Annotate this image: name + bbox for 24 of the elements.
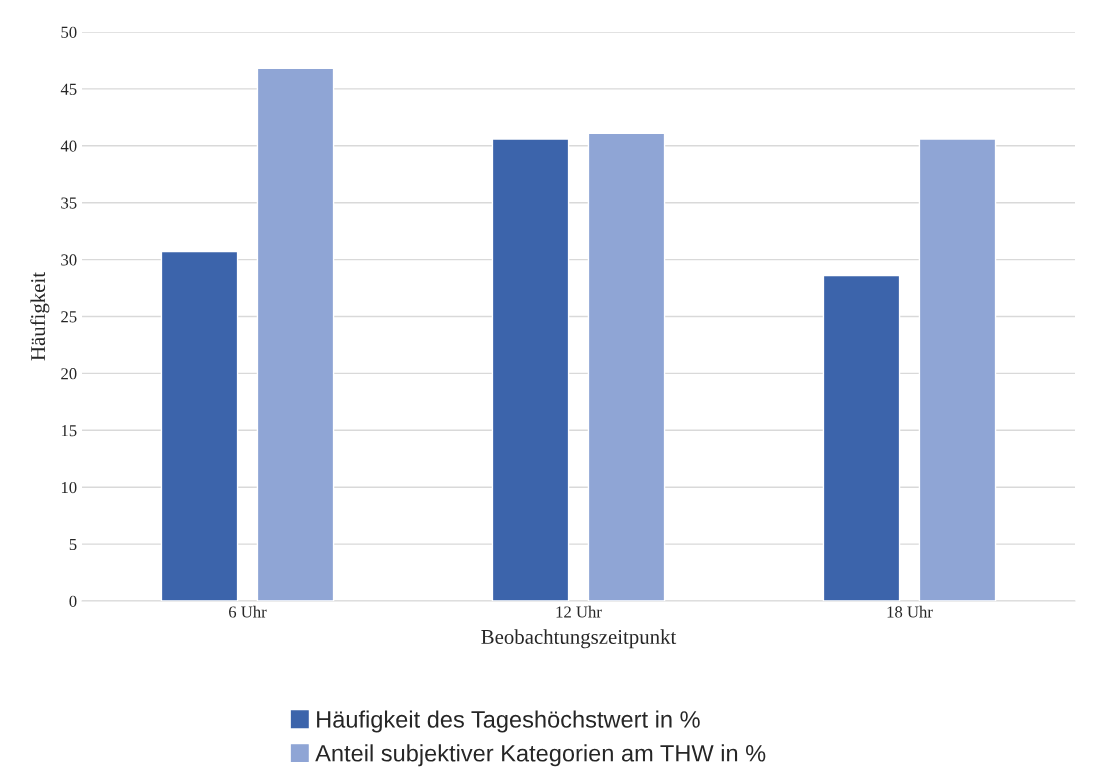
- bar: [918, 138, 997, 601]
- bar: [587, 132, 666, 601]
- legend-label: Anteil subjektiver Kategorien am THW in %: [315, 744, 766, 767]
- y-tick-label: 50: [61, 26, 77, 38]
- x-tick-label: 12 Uhr: [556, 605, 602, 618]
- bar: [822, 274, 901, 601]
- x-axis-title: Beobachtungszeitpunkt: [481, 629, 677, 649]
- y-tick-label: 15: [61, 425, 77, 437]
- y-tick-label: 45: [60, 83, 77, 95]
- x-tick-label: 6 Uhr: [229, 605, 267, 618]
- legend-label: Häufigkeit des Tageshöchstwert in %: [317, 710, 700, 733]
- x-tick-label: 18 Uhr: [887, 605, 933, 618]
- y-tick-label: 35: [61, 197, 77, 209]
- y-tick-label: 0: [69, 595, 77, 607]
- y-tick-label: 40: [60, 140, 77, 152]
- y-axis-title: Häufigkeit: [30, 272, 50, 361]
- y-tick-label: 10: [61, 481, 77, 494]
- bar: [491, 138, 570, 601]
- y-tick-label: 30: [61, 254, 77, 266]
- y-tick-label: 5: [69, 538, 77, 551]
- bar: [160, 250, 239, 601]
- bar: [256, 67, 335, 601]
- y-tick-label: 20: [61, 368, 77, 380]
- y-tick-label: 25: [61, 311, 77, 323]
